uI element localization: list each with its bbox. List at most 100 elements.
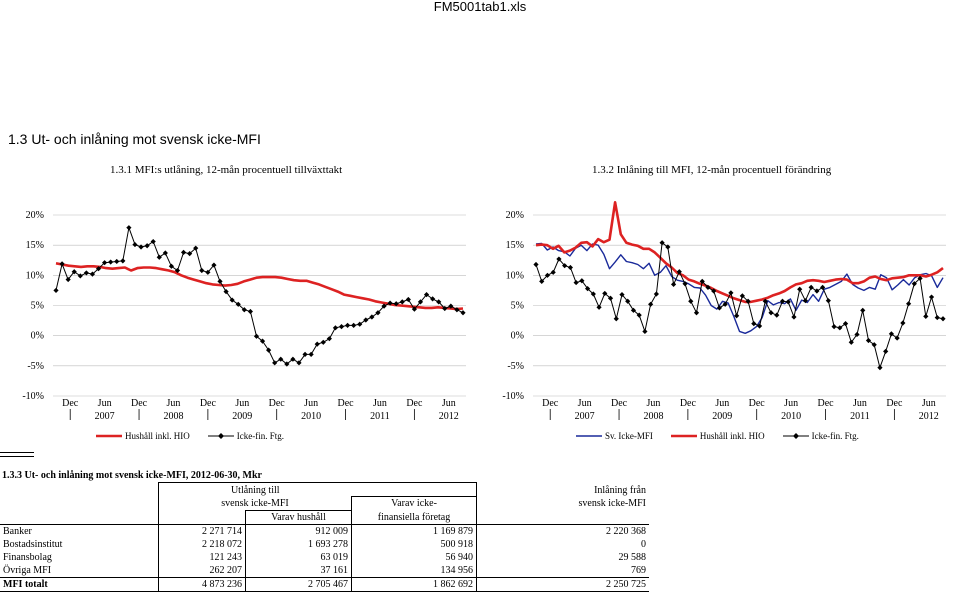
header-varav-icke-1: Varav icke-	[351, 496, 477, 510]
x-tick-label: Dec	[817, 398, 834, 409]
cell-inlaning: 29 588	[476, 550, 649, 564]
data-point	[120, 258, 126, 264]
data-point	[797, 286, 803, 292]
x-tick-year: 2011	[370, 411, 390, 422]
data-point	[642, 328, 648, 335]
lending-deposit-table: Utlåning till Inlåning från svensk icke-…	[0, 482, 649, 592]
data-point	[928, 294, 935, 300]
data-point	[670, 281, 677, 287]
blue-line-swatch-icon	[576, 435, 602, 437]
legend-label: Icke-fin. Ftg.	[811, 431, 859, 441]
cell-inlaning: 2 220 368	[476, 524, 649, 538]
data-point	[259, 338, 266, 344]
y-tick-label: 5%	[31, 301, 44, 312]
legend-label: Icke-fin. Ftg.	[236, 431, 284, 441]
data-point	[745, 298, 751, 304]
data-point	[934, 314, 940, 321]
data-point	[848, 339, 854, 345]
data-point	[688, 298, 694, 304]
chart1-legend: Hushåll inkl. HIO Icke-fin. Ftg.	[96, 431, 302, 441]
data-point	[162, 250, 168, 256]
data-point	[180, 249, 187, 256]
cell-utlaning: 2 271 714	[158, 524, 246, 538]
data-point	[144, 243, 150, 249]
data-point	[83, 270, 89, 276]
cell-foretag: 1 862 692	[351, 576, 477, 592]
data-point	[114, 258, 120, 265]
data-point	[235, 301, 241, 307]
data-point	[108, 259, 114, 265]
x-tick-label: Dec	[131, 398, 148, 409]
data-point	[278, 356, 284, 362]
data-point	[923, 313, 929, 319]
data-point	[326, 336, 332, 342]
x-tick-year: 2007	[575, 411, 595, 422]
x-tick-label: Jun	[304, 398, 318, 409]
data-point	[59, 261, 65, 267]
data-point	[423, 292, 430, 298]
data-point	[883, 348, 889, 354]
data-point	[156, 254, 162, 260]
data-point	[320, 339, 326, 345]
x-tick-year: 2009	[232, 411, 252, 422]
data-point	[89, 271, 96, 277]
data-point	[217, 278, 223, 284]
data-point	[648, 301, 654, 307]
data-point	[596, 304, 602, 310]
data-point	[375, 310, 381, 316]
x-tick-year: 2009	[712, 411, 732, 422]
legend-label: Hushåll inkl. HIO	[699, 431, 765, 441]
data-point	[411, 306, 418, 312]
chart2-title: 1.3.2 Inlåning till MFI, 12-mån procentu…	[592, 164, 832, 176]
data-point	[774, 312, 780, 318]
data-point	[460, 310, 466, 316]
data-point	[814, 288, 820, 294]
data-point	[900, 320, 906, 326]
chart2-legend: Sv. Icke-MFI Hushåll inkl. HIO Icke-fin.…	[576, 431, 877, 441]
data-point	[785, 299, 791, 305]
data-point	[613, 316, 619, 322]
legend-item-household: Hushåll inkl. HIO	[96, 431, 190, 441]
data-point	[399, 299, 405, 305]
header-varav-hushall: Varav hushåll	[245, 509, 352, 525]
x-tick-label: Dec	[200, 398, 217, 409]
lending-growth-chart: -10% -5% 0% 5% 10% 15% 20% Dec Jun 2007 Dec Jun 2008…	[22, 210, 466, 422]
data-point	[768, 310, 774, 316]
data-point	[314, 341, 320, 347]
data-point	[831, 324, 837, 330]
data-point	[344, 322, 351, 329]
header-inlaning-2: svensk icke-MFI	[476, 496, 649, 510]
x-tick-year: 2007	[95, 411, 115, 422]
data-point	[132, 241, 138, 248]
cell-inlaning: 0	[476, 537, 649, 551]
y-tick-label: 5%	[511, 301, 524, 312]
data-point	[762, 298, 768, 304]
data-point	[405, 296, 411, 303]
x-tick-label: Jun	[98, 398, 112, 409]
cell-hushall: 37 161	[245, 563, 352, 577]
data-point	[393, 301, 399, 307]
data-point	[387, 300, 393, 306]
cell-foretag: 500 918	[351, 537, 477, 551]
data-point	[791, 314, 797, 320]
header-utlaning-1: Utlåning till	[158, 482, 352, 497]
data-point	[199, 267, 205, 274]
data-point	[381, 303, 387, 309]
data-point	[53, 287, 59, 294]
y-tick-label: -5%	[27, 361, 44, 372]
cell-hushall: 63 019	[245, 550, 352, 564]
data-point	[693, 310, 700, 316]
table-row: Finansbolag 121 243 63 019 56 940 29 588	[0, 550, 649, 564]
data-point	[906, 301, 912, 307]
table-row: Bostadsinstitut 2 218 072 1 693 278 500 …	[0, 537, 649, 551]
x-tick-label: Jun	[647, 398, 661, 409]
data-point	[302, 351, 308, 357]
data-point	[607, 295, 614, 301]
data-point	[567, 264, 573, 271]
divider	[0, 452, 34, 457]
data-point	[728, 290, 734, 296]
data-point	[436, 299, 442, 305]
y-tick-label: -10%	[22, 391, 44, 402]
data-point	[338, 324, 345, 330]
legend-item-total: Sv. Icke-MFI	[576, 431, 653, 441]
